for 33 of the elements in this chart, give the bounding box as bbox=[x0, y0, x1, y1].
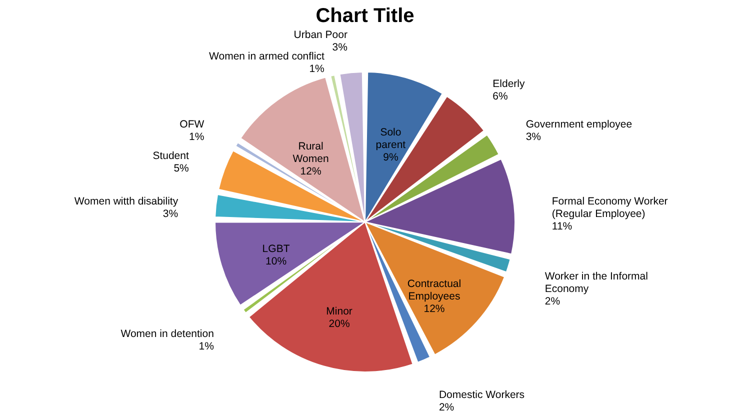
slice-label: Government employee bbox=[526, 118, 632, 131]
data-label: 2% bbox=[544, 296, 560, 308]
data-label: 10% bbox=[266, 256, 287, 268]
slice-label: Minor bbox=[326, 305, 353, 318]
data-label: 11% bbox=[552, 220, 572, 233]
data-label: 1% bbox=[188, 131, 204, 144]
slice-label: Women in detention bbox=[120, 328, 214, 340]
data-label: 12% bbox=[424, 303, 445, 316]
data-label: 1% bbox=[198, 340, 214, 352]
slice-label: Worker in the Informal Economy bbox=[544, 270, 648, 296]
slice-label: OFW bbox=[180, 118, 204, 131]
slice-label: Student bbox=[152, 150, 189, 162]
data-label: 5% bbox=[174, 162, 189, 175]
data-label: 2% bbox=[438, 401, 454, 412]
slice-label: Domestic Workers bbox=[438, 388, 525, 401]
slice-label: LGBT bbox=[262, 243, 290, 256]
chart-title: Chart Title bbox=[316, 4, 414, 27]
data-label: 9% bbox=[383, 152, 398, 164]
slice-label: Elderly bbox=[492, 78, 526, 90]
slice-label: Urban Poor bbox=[294, 28, 348, 41]
data-label: 3% bbox=[162, 208, 178, 220]
data-label: 6% bbox=[492, 90, 508, 102]
slice-label: Women in armed conflict bbox=[209, 50, 324, 62]
slice-label: Formal Economy Worker (Regular Employee) bbox=[552, 196, 668, 220]
slice-label: Rural Women bbox=[292, 140, 329, 165]
data-label: 1% bbox=[309, 62, 324, 75]
data-label: 20% bbox=[328, 318, 350, 330]
slice-label: Solo parent bbox=[376, 126, 406, 152]
data-label: 12% bbox=[300, 165, 322, 178]
slice-label: Women witth disability bbox=[74, 196, 179, 208]
data-label: 3% bbox=[526, 131, 542, 144]
slice-label: Contractual Employees bbox=[407, 278, 462, 303]
data-label: 3% bbox=[332, 41, 348, 54]
